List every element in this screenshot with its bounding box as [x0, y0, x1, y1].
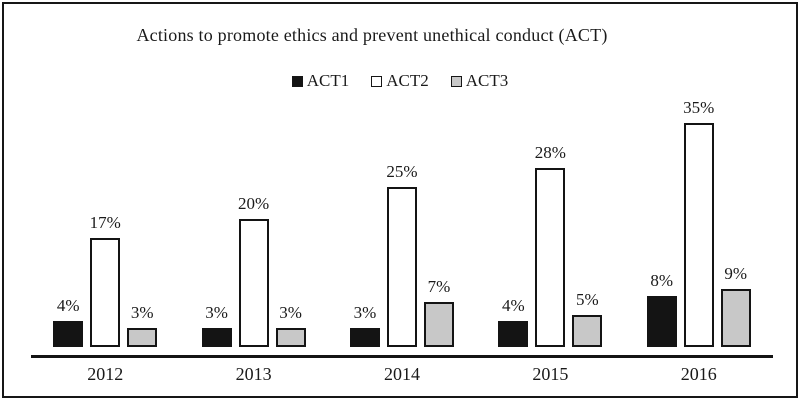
x-tick-label-2012: 2012	[87, 364, 124, 384]
bar-act1-2016	[646, 296, 677, 347]
x-tick-label-2013: 2013	[235, 364, 272, 384]
bar-act3-2014	[423, 302, 454, 347]
bar-act2-2015	[535, 168, 566, 347]
bar-value-label: 5%	[576, 290, 599, 309]
legend-swatch-act1	[291, 75, 303, 87]
legend-swatch-act2	[371, 75, 383, 87]
chart-title: Actions to promote ethics and prevent un…	[136, 25, 608, 45]
legend-item-act1: ACT1	[291, 71, 350, 91]
bar-act2-2012	[90, 238, 121, 347]
bar-value-label: 28%	[534, 143, 566, 162]
x-axis-tick-labels: 2012 2013 2014 2015 2016	[31, 364, 773, 385]
bar-wrap-act3-2013: 3%	[275, 303, 306, 347]
legend-item-act2: ACT2	[371, 71, 429, 91]
bar-wrap-act3-2012: 3%	[127, 303, 158, 347]
bar-value-label: 8%	[650, 271, 674, 290]
bar-wrap-act2-2015: 28%	[535, 143, 566, 347]
bar-act3-2015	[572, 315, 603, 347]
plot-area: 4% 17% 3% 3% 20% 3% 3% 25% 7% 4% 28% 5% 8% 35% 9%	[31, 98, 773, 347]
bar-act1-2015	[498, 321, 529, 347]
bar-value-label: 4%	[502, 296, 525, 315]
legend: ACT1 ACT2 ACT3	[4, 68, 796, 94]
bar-value-label: 3%	[279, 303, 302, 322]
bar-act1-2012	[53, 321, 84, 347]
bar-value-label: 3%	[205, 303, 228, 322]
bar-wrap-act2-2012: 17%	[90, 213, 121, 347]
bar-act1-2013	[201, 328, 232, 347]
bar-value-label: 25%	[386, 162, 418, 181]
bar-act3-2013	[275, 328, 306, 347]
bar-group-2012: 4% 17% 3%	[53, 213, 158, 347]
bar-act2-2014	[386, 187, 417, 347]
bar-act3-2016	[720, 289, 751, 347]
legend-swatch-act3	[450, 75, 462, 87]
bar-wrap-act1-2013: 3%	[201, 303, 232, 347]
bar-value-label: 35%	[683, 98, 715, 117]
bar-act3-2012	[127, 328, 158, 347]
bar-value-label: 4%	[56, 296, 80, 315]
bar-group-2016: 8% 35% 9%	[646, 98, 751, 347]
legend-label: ACT3	[465, 71, 509, 90]
legend-label: ACT1	[306, 71, 350, 90]
bar-wrap-act2-2013: 20%	[238, 194, 269, 347]
bar-wrap-act3-2014: 7%	[423, 277, 454, 347]
bar-wrap-act2-2016: 35%	[683, 98, 714, 347]
bar-wrap-act1-2014: 3%	[349, 303, 380, 347]
bar-wrap-act1-2016: 8%	[646, 271, 677, 347]
bar-value-label: 9%	[724, 264, 748, 283]
bar-wrap-act3-2015: 5%	[572, 290, 603, 347]
bar-value-label: 3%	[130, 303, 154, 322]
bar-wrap-act2-2014: 25%	[386, 162, 418, 347]
bar-act1-2014	[349, 328, 380, 347]
bar-value-label: 7%	[427, 277, 451, 296]
bar-value-label: 3%	[353, 303, 377, 322]
legend-label: ACT2	[386, 71, 429, 90]
x-tick-label-2014: 2014	[383, 364, 420, 384]
legend-item-act3: ACT3	[450, 71, 509, 91]
bar-wrap-act1-2012: 4%	[53, 296, 84, 347]
x-axis-line	[31, 355, 773, 358]
bar-act2-2013	[238, 219, 269, 347]
x-tick-label-2015: 2015	[532, 364, 569, 384]
bar-group-2015: 4% 28% 5%	[498, 143, 603, 347]
bar-value-label: 17%	[89, 213, 121, 232]
bar-wrap-act3-2016: 9%	[720, 264, 751, 347]
bar-wrap-act1-2015: 4%	[498, 296, 529, 347]
bar-value-label: 20%	[237, 194, 270, 213]
bar-act2-2016	[683, 123, 714, 347]
bar-group-2013: 3% 20% 3%	[201, 194, 306, 347]
bar-group-2014: 3% 25% 7%	[349, 162, 454, 347]
x-tick-label-2016: 2016	[680, 364, 717, 384]
